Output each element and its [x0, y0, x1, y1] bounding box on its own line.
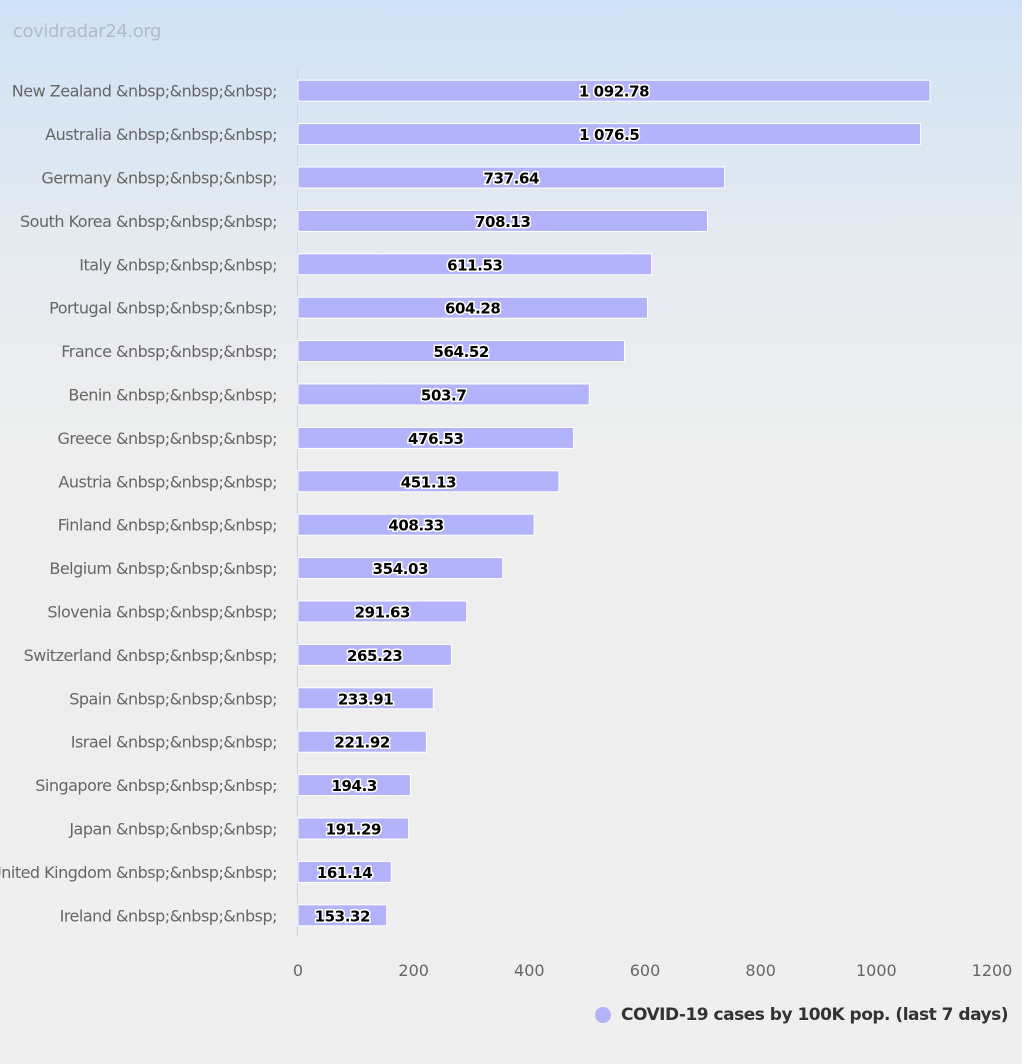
data-label: 191.29 [326, 821, 381, 839]
bar[interactable] [297, 774, 411, 797]
x-tick-label: 600 [630, 961, 661, 980]
category-label: Belgium &nbsp;&nbsp;&nbsp; [49, 559, 277, 578]
category-label: Spain &nbsp;&nbsp;&nbsp; [69, 689, 277, 708]
category-label: Singapore &nbsp;&nbsp;&nbsp; [35, 776, 277, 795]
data-label: 564.52 [433, 343, 488, 361]
data-label: 476.53 [408, 430, 463, 448]
category-label: Austria &nbsp;&nbsp;&nbsp; [58, 472, 277, 491]
category-label: Japan &nbsp;&nbsp;&nbsp; [68, 820, 277, 839]
data-label: 503.7 [421, 387, 466, 405]
data-label: 153.32 [315, 907, 370, 925]
bar[interactable] [297, 643, 452, 666]
bar[interactable] [297, 730, 427, 753]
category-label: Greece &nbsp;&nbsp;&nbsp; [57, 429, 277, 448]
bar[interactable] [297, 860, 392, 883]
category-label: Ireland &nbsp;&nbsp;&nbsp; [60, 906, 277, 925]
credit-link[interactable]: covidradar24.org [13, 21, 162, 42]
category-label: Israel &nbsp;&nbsp;&nbsp; [71, 733, 277, 752]
bar[interactable] [297, 600, 468, 623]
bar[interactable] [297, 79, 931, 102]
category-label: Benin &nbsp;&nbsp;&nbsp; [68, 386, 277, 405]
category-label: France &nbsp;&nbsp;&nbsp; [61, 342, 277, 361]
bar[interactable] [297, 123, 922, 146]
category-label: Portugal &nbsp;&nbsp;&nbsp; [49, 299, 277, 318]
category-label: Germany &nbsp;&nbsp;&nbsp; [41, 169, 277, 188]
data-label: 265.23 [347, 647, 402, 665]
bar[interactable] [297, 426, 575, 449]
x-tick-label: 400 [514, 961, 545, 980]
category-label: Finland &nbsp;&nbsp;&nbsp; [58, 516, 277, 535]
data-label: 604.28 [445, 300, 500, 318]
bar[interactable] [297, 557, 504, 580]
category-label: Australia &nbsp;&nbsp;&nbsp; [45, 125, 277, 144]
bar[interactable] [297, 513, 535, 536]
x-tick-label: 800 [745, 961, 776, 980]
bar-chart: New Zealand &nbsp;&nbsp;&nbsp; 1 092.78 Au… [0, 69, 1013, 980]
legend-label: COVID-19 cases by 100K pop. (last 7 days… [621, 1005, 1008, 1025]
category-label: United Kingdom &nbsp;&nbsp;&nbsp; [0, 863, 277, 882]
category-label: Switzerland &nbsp;&nbsp;&nbsp; [24, 646, 277, 665]
bar[interactable] [297, 296, 648, 319]
data-label: 354.03 [373, 560, 428, 578]
bar[interactable] [297, 817, 410, 840]
bar[interactable] [297, 209, 709, 232]
x-tick-label: 0 [293, 961, 303, 980]
category-label: South Korea &nbsp;&nbsp;&nbsp; [20, 212, 277, 231]
legend[interactable]: COVID-19 cases by 100K pop. (last 7 days… [595, 1005, 1008, 1025]
bar[interactable] [297, 340, 625, 363]
data-label: 233.91 [338, 690, 393, 708]
data-label: 1 092.78 [579, 83, 649, 101]
data-label: 161.14 [317, 864, 372, 882]
x-tick-label: 1000 [856, 961, 897, 980]
data-label: 194.3 [331, 777, 376, 795]
data-label: 1 076.5 [579, 126, 639, 144]
bar[interactable] [297, 253, 653, 276]
data-label: 737.64 [484, 170, 539, 188]
legend-swatch [595, 1007, 612, 1023]
bar[interactable] [297, 166, 726, 189]
bar[interactable] [297, 383, 590, 406]
data-label: 451.13 [401, 473, 456, 491]
x-tick-label: 1200 [972, 961, 1013, 980]
category-label: New Zealand &nbsp;&nbsp;&nbsp; [12, 82, 277, 101]
bar[interactable] [297, 470, 560, 493]
bar[interactable] [297, 687, 434, 710]
category-label: Italy &nbsp;&nbsp;&nbsp; [79, 255, 277, 274]
x-tick-label: 200 [398, 961, 429, 980]
data-label: 708.13 [475, 213, 530, 231]
data-label: 221.92 [334, 734, 389, 752]
data-label: 611.53 [447, 256, 502, 274]
category-label: Slovenia &nbsp;&nbsp;&nbsp; [47, 603, 277, 622]
bar[interactable] [297, 904, 388, 927]
data-label: 408.33 [388, 517, 443, 535]
data-label: 291.63 [355, 604, 410, 622]
